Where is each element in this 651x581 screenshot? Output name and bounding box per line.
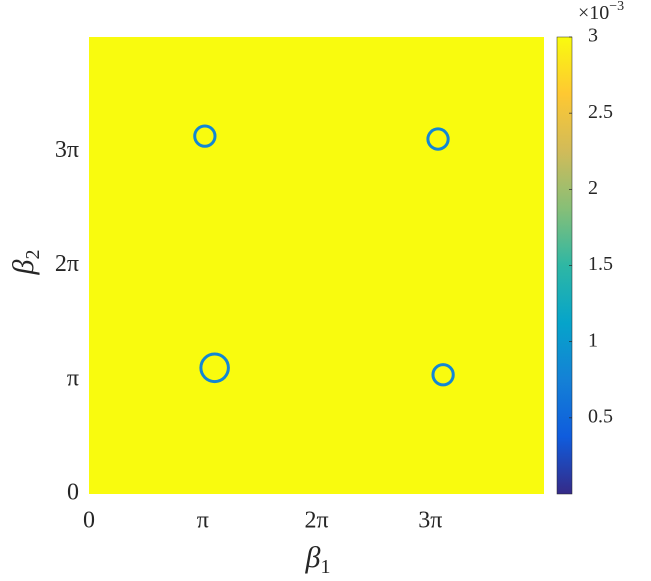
- y-axis-label: β2: [7, 250, 44, 276]
- ring-feature: [199, 352, 230, 384]
- colorbar-exponent: −3: [609, 0, 624, 14]
- y-tick-label: π: [67, 365, 79, 391]
- ring-feature: [193, 124, 217, 148]
- colorbar-tick-label: 2: [588, 177, 598, 199]
- x-label-subscript: 1: [320, 556, 330, 578]
- x-tick-label: 3π: [418, 508, 442, 534]
- y-tick-label: 2π: [55, 251, 79, 277]
- colorbar-scale: ×10−3: [578, 0, 624, 24]
- ring-feature: [426, 127, 450, 151]
- colorbar-tick-label: 3: [588, 25, 598, 47]
- x-label-symbol: β: [305, 541, 321, 574]
- ring-feature: [431, 363, 455, 387]
- y-tick-label: 0: [67, 480, 79, 506]
- x-tick-label: 0: [83, 508, 95, 534]
- colorbar-tick-label: 2.5: [588, 101, 613, 123]
- colorbar-multiplier: ×10: [578, 2, 609, 24]
- colorbar-tick-label: 1: [588, 329, 598, 351]
- colorbar-tick-label: 0.5: [588, 405, 613, 427]
- x-tick-label: π: [197, 508, 209, 534]
- heatmap-background: [89, 37, 544, 494]
- y-label-symbol: β: [7, 259, 40, 275]
- colorbar-tick-label: 1.5: [588, 253, 613, 275]
- y-label-subscript: 2: [22, 250, 44, 260]
- x-tick-label: 2π: [304, 508, 328, 534]
- x-axis-label: β1: [305, 541, 331, 578]
- y-tick-label: 3π: [55, 137, 79, 163]
